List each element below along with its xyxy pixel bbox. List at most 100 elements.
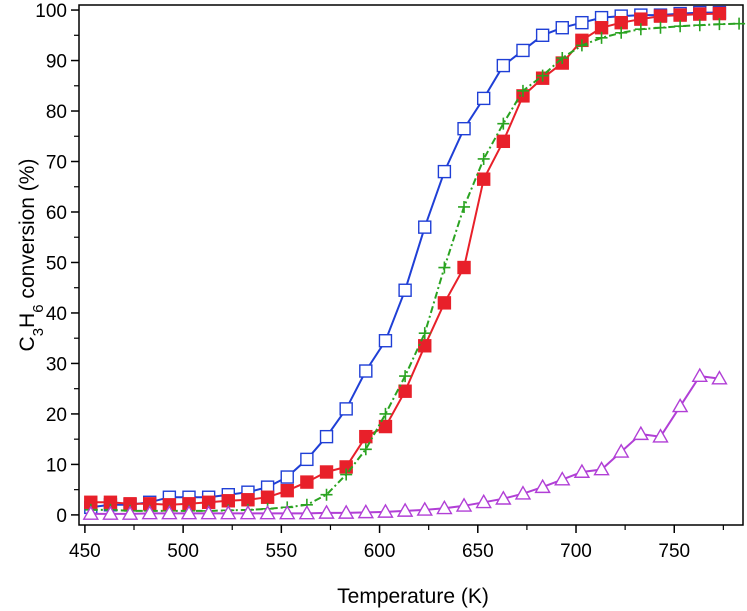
x-axis-title: Temperature (K) bbox=[337, 585, 489, 608]
data-point-open-triangle-purple bbox=[220, 504, 237, 520]
data-point-open-square-blue bbox=[496, 58, 511, 73]
data-point-plus-green bbox=[595, 31, 608, 44]
data-point-plus-green bbox=[438, 261, 451, 274]
data-point-plus-green bbox=[536, 69, 549, 82]
data-point-open-triangle-purple bbox=[239, 504, 257, 520]
data-point-filled-square-red bbox=[693, 7, 707, 21]
data-point-open-triangle-purple bbox=[612, 443, 630, 458]
data-point-plus-green bbox=[497, 117, 510, 130]
data-point-filled-square-red bbox=[260, 490, 275, 504]
data-point-plus-green bbox=[713, 18, 726, 31]
y-tick-label: 90 bbox=[46, 52, 67, 73]
data-point-open-triangle-purple bbox=[318, 504, 335, 519]
data-point-open-triangle-purple bbox=[632, 425, 650, 441]
data-point-filled-square-red bbox=[673, 8, 687, 22]
x-tick-label: 500 bbox=[167, 541, 199, 562]
y-tick-label: 60 bbox=[46, 203, 67, 224]
data-point-plus-green bbox=[458, 200, 471, 213]
data-point-open-triangle-purple bbox=[652, 428, 669, 443]
data-point-open-square-blue bbox=[516, 43, 530, 58]
data-point-open-triangle-purple bbox=[475, 493, 492, 509]
data-point-filled-square-red bbox=[319, 465, 334, 479]
data-point-open-triangle-purple bbox=[121, 505, 139, 520]
data-point-open-square-blue bbox=[476, 91, 491, 106]
plot-frame bbox=[78, 4, 744, 526]
data-point-open-triangle-purple bbox=[573, 463, 591, 478]
data-point-filled-square-red bbox=[653, 9, 668, 23]
data-point-plus-green bbox=[615, 26, 628, 39]
data-point-filled-square-red bbox=[359, 429, 373, 444]
data-point-open-triangle-purple bbox=[337, 504, 355, 519]
series-line-filled-square-red bbox=[90, 12, 720, 506]
data-point-open-square-blue bbox=[339, 402, 353, 416]
data-point-plus-green bbox=[634, 23, 647, 36]
y-tick-label: 70 bbox=[46, 153, 67, 174]
y-axis-title: C3H6 conversion (%) bbox=[16, 159, 47, 352]
data-point-open-square-blue bbox=[398, 283, 412, 297]
data-point-open-triangle-purple bbox=[534, 478, 551, 494]
series-filled-square-red bbox=[84, 6, 727, 512]
data-point-open-square-blue bbox=[280, 470, 294, 484]
data-point-filled-square-red bbox=[437, 296, 452, 310]
data-point-plus-green bbox=[516, 84, 529, 97]
data-point-open-square-blue bbox=[378, 334, 393, 348]
data-point-open-triangle-purple bbox=[455, 497, 473, 512]
data-point-open-triangle-purple bbox=[298, 504, 316, 520]
data-point-filled-square-red bbox=[496, 134, 511, 149]
series-line-plus-green bbox=[90, 22, 740, 512]
data-point-filled-square-red bbox=[418, 339, 432, 353]
y-tick-label: 40 bbox=[46, 304, 67, 325]
data-point-filled-square-red bbox=[476, 172, 491, 186]
data-point-open-triangle-purple bbox=[377, 503, 394, 518]
data-point-open-triangle-purple bbox=[593, 461, 610, 476]
data-point-plus-green bbox=[340, 468, 353, 481]
y-tick-label: 20 bbox=[46, 405, 67, 426]
ticks-layer: 450 500 550 600 650 700 750 0 10 20 30 40 50 60 70 80 90… bbox=[35, 1, 724, 562]
data-point-plus-green bbox=[379, 407, 392, 420]
data-point-open-triangle-purple bbox=[495, 490, 512, 505]
data-point-filled-square-red bbox=[378, 419, 393, 434]
y-tick-label: 0 bbox=[56, 506, 67, 527]
x-tick-label: 650 bbox=[462, 541, 494, 562]
data-point-filled-square-red bbox=[300, 475, 314, 489]
data-point-open-triangle-purple bbox=[141, 504, 158, 520]
data-point-open-triangle-purple bbox=[180, 504, 198, 520]
plot-border bbox=[78, 4, 744, 526]
x-tick-label: 450 bbox=[69, 541, 101, 562]
data-point-open-triangle-purple bbox=[279, 504, 296, 520]
data-point-open-triangle-purple bbox=[259, 504, 276, 520]
data-point-open-triangle-purple bbox=[102, 505, 119, 520]
data-point-open-square-blue bbox=[575, 15, 589, 30]
data-point-open-triangle-purple bbox=[416, 501, 433, 516]
y-tick-label: 100 bbox=[35, 1, 67, 22]
data-point-plus-green bbox=[693, 19, 706, 32]
data-point-open-square-blue bbox=[359, 364, 373, 378]
data-point-open-square-blue bbox=[319, 429, 334, 444]
series-line-open-square-blue bbox=[90, 11, 720, 509]
y-tick-label: 30 bbox=[46, 354, 67, 375]
data-point-open-triangle-purple bbox=[671, 397, 689, 413]
data-point-open-triangle-purple bbox=[161, 504, 178, 520]
data-point-open-triangle-purple bbox=[82, 505, 99, 520]
data-point-open-triangle-purple bbox=[436, 499, 453, 515]
data-point-open-square-blue bbox=[457, 121, 471, 136]
data-point-open-square-blue bbox=[300, 452, 314, 467]
data-point-open-triangle-purple bbox=[514, 485, 532, 500]
x-tick-label: 750 bbox=[658, 541, 690, 562]
data-point-open-square-blue bbox=[437, 164, 452, 179]
data-point-plus-green bbox=[674, 20, 687, 33]
data-point-plus-green bbox=[418, 327, 431, 340]
data-point-open-square-blue bbox=[555, 21, 569, 35]
data-point-open-square-blue bbox=[418, 220, 432, 234]
data-point-open-triangle-purple bbox=[357, 503, 375, 519]
data-point-filled-square-red bbox=[712, 6, 727, 21]
y-tick-label: 80 bbox=[46, 102, 67, 123]
data-point-plus-green bbox=[654, 21, 667, 34]
data-point-plus-green bbox=[320, 488, 333, 501]
series-open-triangle-purple bbox=[82, 367, 728, 520]
y-tick-label: 50 bbox=[46, 253, 67, 274]
data-point-plus-green bbox=[556, 52, 569, 65]
series-layer bbox=[82, 5, 746, 520]
data-point-plus-green bbox=[477, 152, 490, 165]
